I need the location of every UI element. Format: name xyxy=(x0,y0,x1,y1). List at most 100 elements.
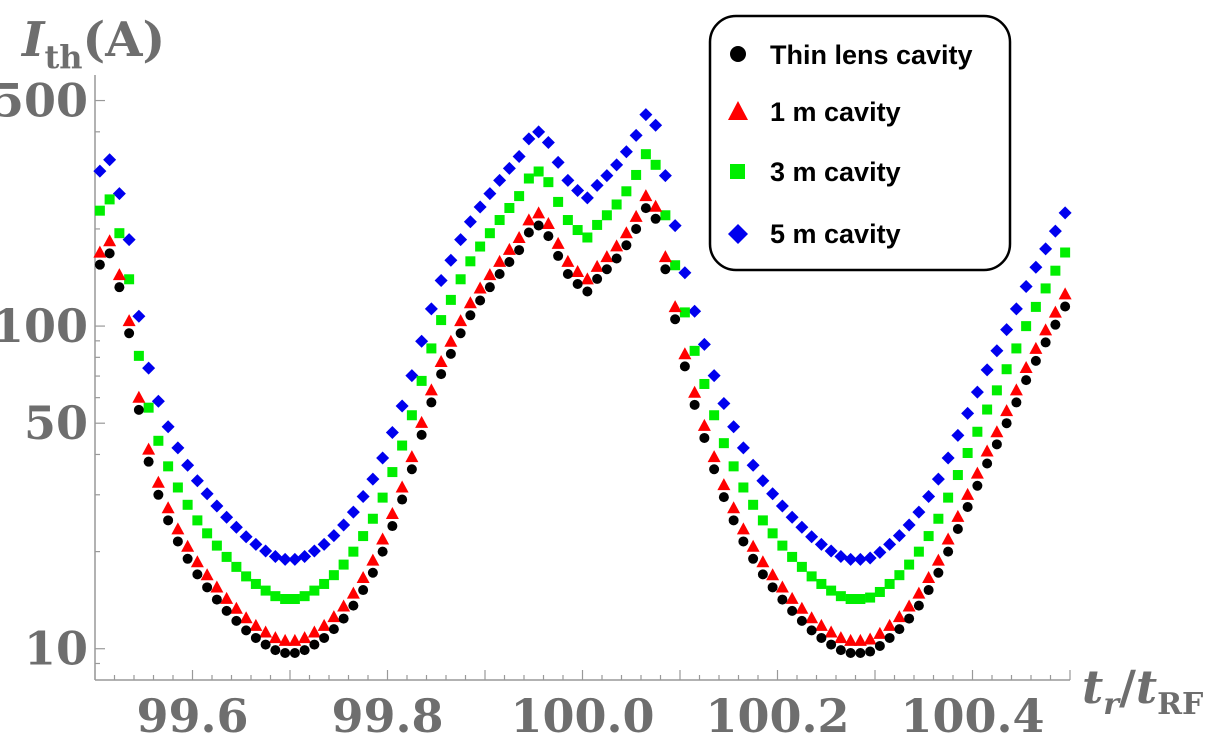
data-point-3m xyxy=(874,586,885,597)
data-point-3m xyxy=(767,528,778,539)
data-point-3m xyxy=(445,294,456,305)
data-point-1m xyxy=(454,314,468,327)
data-point-thin-lens xyxy=(582,286,593,297)
data-point-1m xyxy=(688,385,702,398)
data-point-1m xyxy=(434,354,448,367)
data-point-5m xyxy=(853,552,867,566)
data-point-3m xyxy=(94,205,105,216)
data-point-3m xyxy=(523,173,534,184)
data-point-3m xyxy=(855,594,866,605)
data-point-1m xyxy=(259,625,273,638)
y-axis-title: Ith(A) xyxy=(20,12,165,76)
data-point-1m xyxy=(561,254,575,267)
data-point-3m xyxy=(289,594,300,605)
y-tick-label: 50 xyxy=(24,396,88,450)
data-point-1m xyxy=(239,611,253,624)
data-point-thin-lens xyxy=(874,640,885,651)
data-point-5m xyxy=(678,266,692,280)
data-point-3m xyxy=(748,499,759,510)
data-point-1m xyxy=(951,509,965,522)
data-point-thin-lens xyxy=(806,625,817,636)
data-point-thin-lens xyxy=(913,600,924,611)
data-point-thin-lens xyxy=(855,647,866,658)
data-point-5m xyxy=(200,487,214,501)
data-point-thin-lens xyxy=(865,646,876,657)
data-point-5m xyxy=(142,361,156,375)
data-point-5m xyxy=(346,505,360,519)
data-point-thin-lens xyxy=(241,625,252,636)
data-point-3m xyxy=(884,578,895,589)
data-point-5m xyxy=(1058,206,1072,220)
data-point-thin-lens xyxy=(699,432,710,443)
data-point-thin-lens xyxy=(933,567,944,578)
data-point-5m xyxy=(268,550,282,564)
data-point-1m xyxy=(1029,341,1043,354)
data-point-3m xyxy=(192,515,203,526)
data-point-5m xyxy=(580,191,594,205)
data-point-1m xyxy=(717,478,731,491)
data-point-3m xyxy=(114,228,125,239)
data-point-thin-lens xyxy=(172,536,183,547)
data-points xyxy=(93,108,1072,658)
data-point-5m xyxy=(151,394,165,408)
x-axis-title-den: t xyxy=(1136,660,1157,714)
data-point-thin-lens xyxy=(660,264,671,275)
data-point-3m xyxy=(426,343,437,354)
data-point-5m xyxy=(756,474,770,488)
data-point-5m xyxy=(844,552,858,566)
data-point-5m xyxy=(805,530,819,544)
data-point-1m xyxy=(892,610,906,623)
data-point-1m xyxy=(902,599,916,612)
data-point-thin-lens xyxy=(533,220,544,231)
data-point-5m xyxy=(122,233,136,247)
data-point-1m xyxy=(532,206,546,219)
legend-item-3m: 3 m cavity xyxy=(730,157,901,187)
data-point-thin-lens xyxy=(163,515,174,526)
data-point-3m xyxy=(894,570,905,581)
data-point-1m xyxy=(912,586,926,599)
data-point-1m xyxy=(220,591,234,604)
data-point-thin-lens xyxy=(728,515,739,526)
data-point-1m xyxy=(883,618,897,631)
data-point-1m xyxy=(327,610,341,623)
data-point-thin-lens xyxy=(280,647,291,658)
data-point-3m xyxy=(1001,364,1012,375)
data-point-5m xyxy=(1039,242,1053,256)
data-point-thin-lens xyxy=(621,240,632,251)
data-point-3m xyxy=(416,375,427,386)
x-tick-label: 100.4 xyxy=(900,689,1044,743)
data-point-thin-lens xyxy=(1001,418,1012,429)
data-point-5m xyxy=(278,552,292,566)
data-point-5m xyxy=(541,136,555,150)
data-point-3m xyxy=(533,166,544,177)
data-point-thin-lens xyxy=(650,213,661,224)
data-point-3m xyxy=(153,435,164,446)
data-point-3m xyxy=(182,499,193,510)
data-point-1m xyxy=(541,217,555,230)
data-point-3m xyxy=(231,561,242,572)
data-point-3m xyxy=(1011,343,1022,354)
data-point-1m xyxy=(697,418,711,431)
data-point-3m xyxy=(221,551,232,562)
legend-triangle-icon xyxy=(728,101,748,120)
data-point-1m xyxy=(395,480,409,493)
data-point-5m xyxy=(834,550,848,564)
data-point-1m xyxy=(980,444,994,457)
data-point-thin-lens xyxy=(787,605,798,616)
data-point-thin-lens xyxy=(338,613,349,624)
data-point-3m xyxy=(260,585,271,596)
data-point-1m xyxy=(785,591,799,604)
data-point-3m xyxy=(699,378,710,389)
y-axis-title-sub: th xyxy=(44,38,82,76)
data-point-thin-lens xyxy=(835,645,846,656)
data-point-3m xyxy=(913,546,924,557)
data-point-thin-lens xyxy=(572,279,583,290)
data-point-thin-lens xyxy=(1030,355,1041,366)
data-point-3m xyxy=(319,578,330,589)
data-point-3m xyxy=(640,149,651,160)
data-point-5m xyxy=(1000,323,1014,337)
data-point-5m xyxy=(688,304,702,318)
data-point-3m xyxy=(865,592,876,603)
data-point-3m xyxy=(562,215,573,226)
data-point-3m xyxy=(845,594,856,605)
